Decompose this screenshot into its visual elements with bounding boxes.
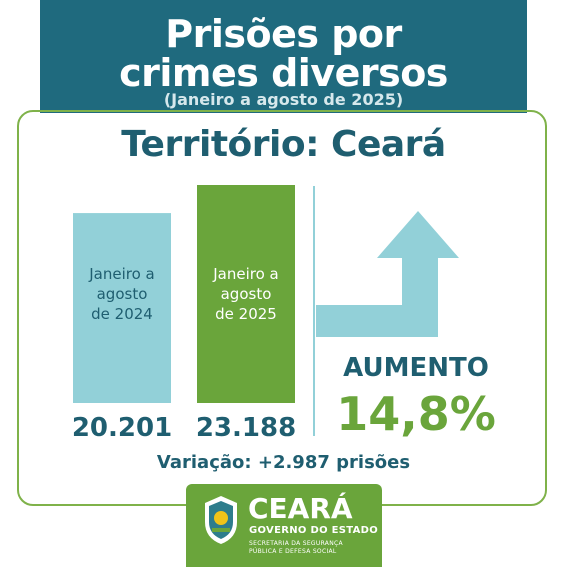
title-line-1: Prisões por [165,12,402,56]
bar-category-label-0-2: de 2024 [91,305,153,323]
bar-category-label-1-1: agosto [221,285,272,303]
trend-label: AUMENTO [343,353,489,383]
subtitle: (Janeiro a agosto de 2025) [163,90,404,109]
logo-secretariat-line-2: PÚBLICA E DEFESA SOCIAL [249,548,337,555]
arrow-up-icon [316,211,459,337]
bar-category-label-1-0: Janeiro a [212,265,279,283]
bar-value-label-1: 23.188 [196,413,296,443]
bar-0 [73,213,171,403]
logo-secretariat: SECRETARIA DA SEGURANÇA PÚBLICA E DEFESA… [249,540,343,556]
bar-value-label-0: 20.201 [72,413,172,443]
header-banner: Prisões por crimes diversos (Janeiro a a… [40,0,527,113]
variation-text: Variação: +2.987 prisões [156,452,411,473]
government-logo: CEARÁ GOVERNO DO ESTADO SECRETARIA DA SE… [186,484,382,567]
territory-title: Território: Ceará [121,124,446,165]
bar-category-label-1-2: de 2025 [215,305,277,323]
bar-category-label-0-1: agosto [97,285,148,303]
percent-change: 14,8% [336,387,496,441]
state-crest-icon [205,496,237,544]
logo-secretariat-line-1: SECRETARIA DA SEGURANÇA [249,540,343,547]
logo-name: CEARÁ [248,492,353,525]
bar-category-label-0-0: Janeiro a [88,265,155,283]
title-line-2: crimes diversos [119,51,448,95]
logo-government: GOVERNO DO ESTADO [249,525,379,536]
bar-1 [197,185,295,403]
